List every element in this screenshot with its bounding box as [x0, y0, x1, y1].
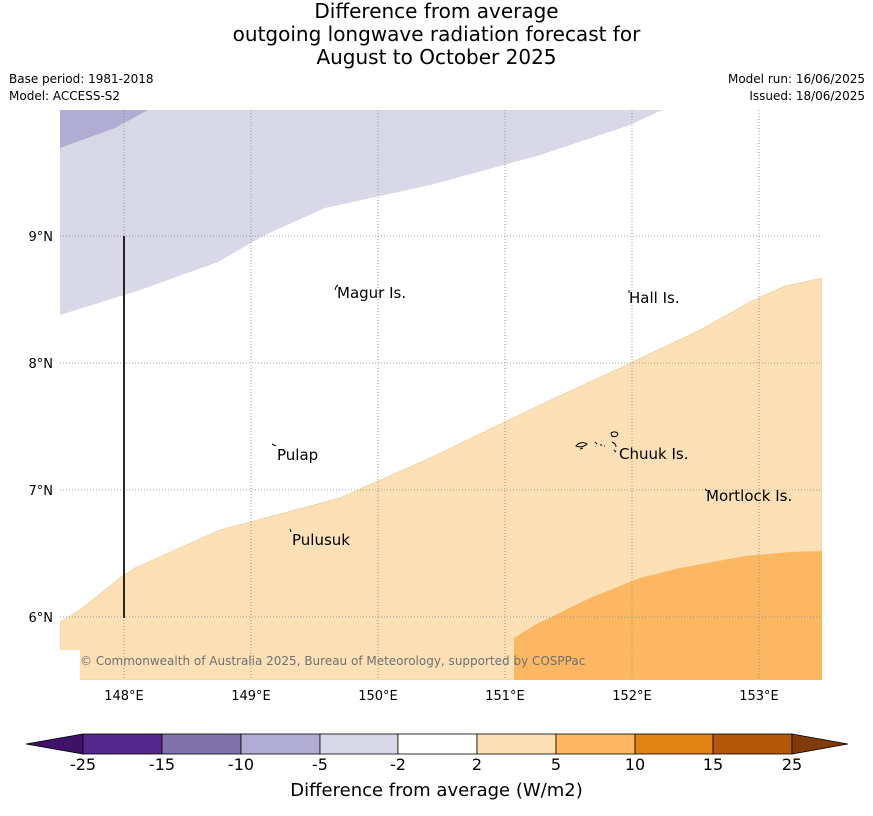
contour-mid-orange: [514, 551, 822, 680]
colorbar-tick-label: -15: [148, 755, 176, 774]
lon-label-149: 149°E: [231, 689, 271, 704]
lat-label-8: 8°N: [29, 357, 54, 372]
place-labels: Magur Is. Hall Is. Pulap Chuuk Is. Mortl…: [277, 284, 792, 549]
colorbar-tick-label: -25: [69, 755, 97, 774]
contour-light-orange: [60, 277, 822, 680]
latitude-labels: 9°N 8°N 7°N 6°N: [29, 230, 54, 626]
colorbar-segment-1: [82, 733, 163, 755]
issued-text: Issued: 18/06/2025: [749, 89, 865, 103]
colorbar-segment-3: [240, 733, 321, 755]
colorbar-segment-4: [319, 733, 399, 755]
model-text: Model: ACCESS-S2: [9, 89, 121, 103]
chart-title: Difference from average outgoing longwav…: [0, 0, 873, 69]
place-label-mortlock: Mortlock Is.: [706, 487, 792, 505]
place-label-pulap: Pulap: [277, 446, 318, 464]
meta-left: Base period: 1981-2018 Model: ACCESS-S2: [9, 71, 154, 105]
colorbar-segment-5: [397, 733, 478, 755]
island-chuuk: [575, 431, 619, 453]
colorbar-segment-6: [476, 733, 557, 755]
colorbar: [25, 733, 849, 755]
colorbar-segment-8: [634, 733, 714, 755]
colorbar-segment-2: [161, 733, 242, 755]
title-line-2: outgoing longwave radiation forecast for: [232, 22, 641, 46]
lon-label-150: 150°E: [358, 689, 398, 704]
colorbar-tick-label: 25: [781, 755, 803, 774]
contour-mid-purple: [60, 110, 148, 148]
lon-label-152: 152°E: [612, 689, 652, 704]
longitude-labels: 148°E 149°E 150°E 151°E 152°E 153°E: [104, 689, 779, 704]
lon-label-148: 148°E: [104, 689, 144, 704]
place-label-hall: Hall Is.: [629, 289, 680, 307]
island-outlines: [271, 284, 708, 533]
lon-label-151: 151°E: [485, 689, 525, 704]
colorbar-tick-label: -5: [312, 755, 328, 774]
contour-light-purple: [60, 110, 662, 315]
colorbar-tick-label: 10: [624, 755, 646, 774]
place-label-magur: Magur Is.: [337, 284, 406, 302]
colorbar-segment-7: [555, 733, 636, 755]
colorbar-extend-low: [25, 733, 84, 755]
colorbar-tick-label: -2: [390, 755, 406, 774]
copyright-text: © Commonwealth of Australia 2025, Bureau…: [80, 654, 585, 668]
gridlines: [60, 110, 822, 680]
colorbar-extend-high: [791, 733, 849, 755]
base-period-text: Base period: 1981-2018: [9, 72, 154, 86]
model-run-text: Model run: 16/06/2025: [727, 72, 865, 86]
map-corner-mask: [60, 650, 80, 680]
title-line-3: August to October 2025: [316, 45, 557, 69]
place-label-pulusuk: Pulusuk: [292, 531, 350, 549]
colorbar-tick-label: 15: [702, 755, 724, 774]
island-pulusuk: [289, 528, 292, 533]
lat-label-9: 9°N: [29, 230, 54, 245]
colorbar-label: Difference from average (W/m2): [290, 780, 583, 801]
colorbar-tick-label: 5: [550, 755, 562, 774]
colorbar-tick-label: -10: [227, 755, 255, 774]
colorbar-tick-label: 2: [471, 755, 483, 774]
map-area: © Commonwealth of Australia 2025, Bureau…: [60, 110, 822, 680]
island-pulap: [271, 443, 277, 447]
island-magur: [334, 284, 339, 291]
lat-label-7: 7°N: [29, 484, 54, 499]
lon-label-153: 153°E: [739, 689, 779, 704]
lat-label-6: 6°N: [29, 611, 54, 626]
title-line-1: Difference from average: [314, 0, 559, 23]
meta-right: Model run: 16/06/2025 Issued: 18/06/2025: [728, 71, 865, 105]
place-label-chuuk: Chuuk Is.: [619, 445, 688, 463]
colorbar-segment-9: [712, 733, 793, 755]
island-mortlock: [704, 488, 708, 492]
